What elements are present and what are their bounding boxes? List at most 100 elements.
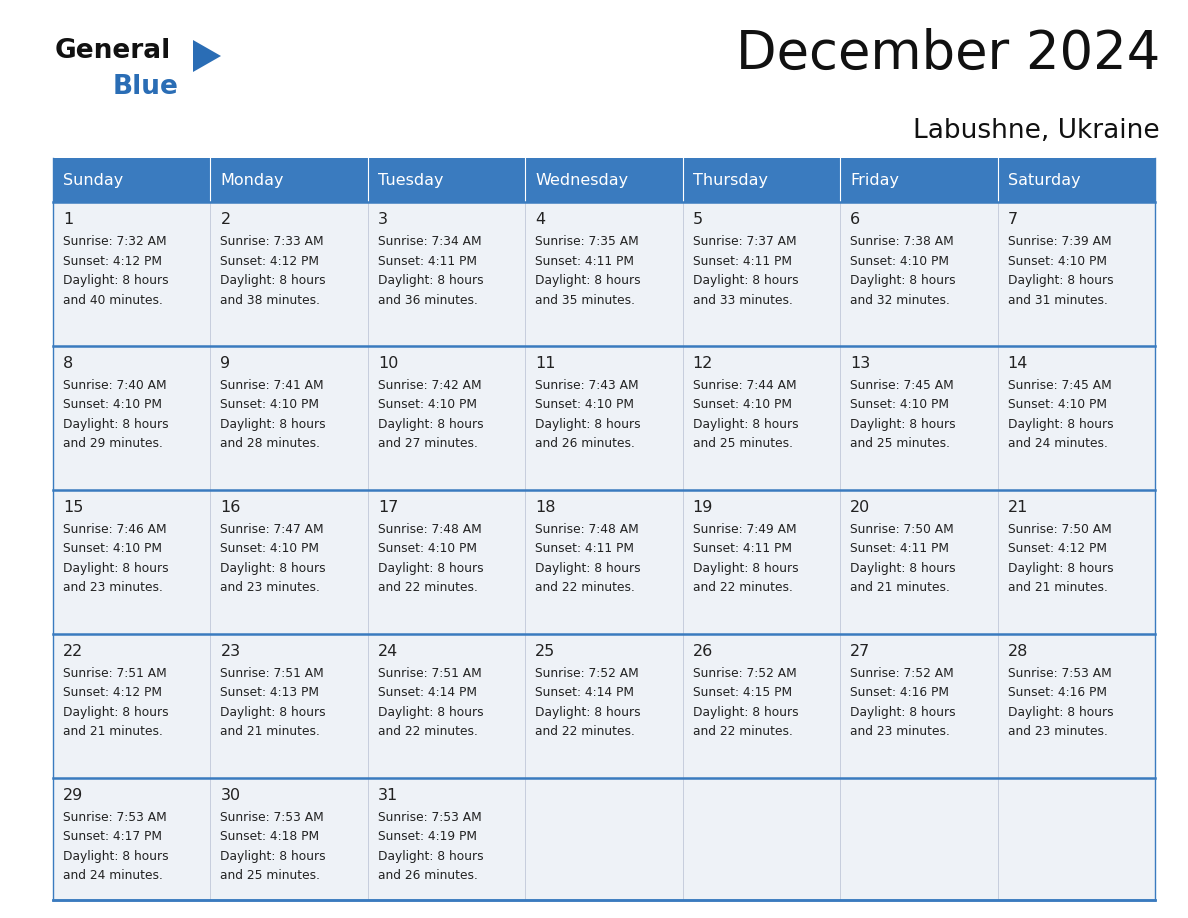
Bar <box>683 490 840 633</box>
Text: 15: 15 <box>63 499 83 515</box>
Bar <box>210 633 368 778</box>
Text: General: General <box>55 38 171 64</box>
Text: and 29 minutes.: and 29 minutes. <box>63 437 163 451</box>
Text: Sunset: 4:10 PM: Sunset: 4:10 PM <box>851 398 949 411</box>
Text: Daylight: 8 hours: Daylight: 8 hours <box>221 274 326 287</box>
Text: 8: 8 <box>63 356 74 371</box>
Bar <box>840 346 998 490</box>
Bar <box>210 778 368 900</box>
Bar <box>210 158 368 202</box>
Text: 17: 17 <box>378 499 398 515</box>
Text: Sunset: 4:11 PM: Sunset: 4:11 PM <box>536 543 634 555</box>
Bar <box>525 346 683 490</box>
Bar <box>368 346 525 490</box>
Text: Daylight: 8 hours: Daylight: 8 hours <box>221 418 326 431</box>
Text: and 24 minutes.: and 24 minutes. <box>63 869 163 882</box>
Bar <box>368 778 525 900</box>
Text: Daylight: 8 hours: Daylight: 8 hours <box>536 274 640 287</box>
Text: Daylight: 8 hours: Daylight: 8 hours <box>221 706 326 719</box>
Text: Daylight: 8 hours: Daylight: 8 hours <box>1007 274 1113 287</box>
Bar <box>998 778 1155 900</box>
Text: Sunrise: 7:49 AM: Sunrise: 7:49 AM <box>693 523 796 536</box>
Text: 9: 9 <box>221 356 230 371</box>
Text: and 31 minutes.: and 31 minutes. <box>1007 294 1107 307</box>
Text: Sunrise: 7:51 AM: Sunrise: 7:51 AM <box>378 666 481 679</box>
Text: Daylight: 8 hours: Daylight: 8 hours <box>378 418 484 431</box>
Text: Daylight: 8 hours: Daylight: 8 hours <box>63 274 169 287</box>
Text: Daylight: 8 hours: Daylight: 8 hours <box>693 274 798 287</box>
Text: 2: 2 <box>221 212 230 227</box>
Bar <box>525 778 683 900</box>
Text: Sunrise: 7:52 AM: Sunrise: 7:52 AM <box>851 666 954 679</box>
Text: 21: 21 <box>1007 499 1028 515</box>
Text: Saturday: Saturday <box>1007 173 1080 187</box>
Bar <box>525 202 683 346</box>
Text: and 22 minutes.: and 22 minutes. <box>693 725 792 738</box>
Text: Daylight: 8 hours: Daylight: 8 hours <box>63 706 169 719</box>
Text: Friday: Friday <box>851 173 899 187</box>
Text: 18: 18 <box>536 499 556 515</box>
Text: Sunset: 4:10 PM: Sunset: 4:10 PM <box>851 254 949 267</box>
Bar <box>53 346 210 490</box>
Text: Sunrise: 7:52 AM: Sunrise: 7:52 AM <box>693 666 796 679</box>
Text: and 22 minutes.: and 22 minutes. <box>536 581 636 594</box>
Text: Sunrise: 7:40 AM: Sunrise: 7:40 AM <box>63 379 166 392</box>
Text: 28: 28 <box>1007 644 1028 659</box>
Text: Daylight: 8 hours: Daylight: 8 hours <box>693 418 798 431</box>
Bar <box>683 346 840 490</box>
Text: and 23 minutes.: and 23 minutes. <box>221 581 321 594</box>
Text: and 22 minutes.: and 22 minutes. <box>536 725 636 738</box>
Text: Daylight: 8 hours: Daylight: 8 hours <box>63 562 169 575</box>
Text: 11: 11 <box>536 356 556 371</box>
Text: Sunset: 4:11 PM: Sunset: 4:11 PM <box>693 543 791 555</box>
Text: Sunrise: 7:34 AM: Sunrise: 7:34 AM <box>378 235 481 248</box>
Text: Sunset: 4:15 PM: Sunset: 4:15 PM <box>693 687 792 700</box>
Text: 29: 29 <box>63 788 83 802</box>
Text: 12: 12 <box>693 356 713 371</box>
Text: Daylight: 8 hours: Daylight: 8 hours <box>851 706 956 719</box>
Text: Sunset: 4:10 PM: Sunset: 4:10 PM <box>221 543 320 555</box>
Text: 13: 13 <box>851 356 871 371</box>
Text: Sunrise: 7:39 AM: Sunrise: 7:39 AM <box>1007 235 1111 248</box>
Bar <box>840 202 998 346</box>
Text: and 23 minutes.: and 23 minutes. <box>851 725 950 738</box>
Text: Sunrise: 7:48 AM: Sunrise: 7:48 AM <box>378 523 481 536</box>
Text: Sunset: 4:16 PM: Sunset: 4:16 PM <box>1007 687 1106 700</box>
Text: Wednesday: Wednesday <box>536 173 628 187</box>
Text: 31: 31 <box>378 788 398 802</box>
Bar <box>525 490 683 633</box>
Text: Sunrise: 7:45 AM: Sunrise: 7:45 AM <box>851 379 954 392</box>
Text: Daylight: 8 hours: Daylight: 8 hours <box>378 274 484 287</box>
Bar <box>53 490 210 633</box>
Text: Sunset: 4:10 PM: Sunset: 4:10 PM <box>378 543 476 555</box>
Text: Daylight: 8 hours: Daylight: 8 hours <box>1007 418 1113 431</box>
Text: Daylight: 8 hours: Daylight: 8 hours <box>63 418 169 431</box>
Text: Sunrise: 7:46 AM: Sunrise: 7:46 AM <box>63 523 166 536</box>
Bar <box>525 633 683 778</box>
Text: Sunset: 4:11 PM: Sunset: 4:11 PM <box>693 254 791 267</box>
Text: and 22 minutes.: and 22 minutes. <box>378 581 478 594</box>
Text: and 26 minutes.: and 26 minutes. <box>378 869 478 882</box>
Text: Sunset: 4:11 PM: Sunset: 4:11 PM <box>851 543 949 555</box>
Text: Daylight: 8 hours: Daylight: 8 hours <box>693 562 798 575</box>
Bar <box>210 490 368 633</box>
Text: Sunset: 4:10 PM: Sunset: 4:10 PM <box>1007 398 1106 411</box>
Text: Sunrise: 7:52 AM: Sunrise: 7:52 AM <box>536 666 639 679</box>
Text: and 33 minutes.: and 33 minutes. <box>693 294 792 307</box>
Text: and 32 minutes.: and 32 minutes. <box>851 294 950 307</box>
Text: Sunset: 4:14 PM: Sunset: 4:14 PM <box>378 687 476 700</box>
Bar <box>210 346 368 490</box>
Text: and 23 minutes.: and 23 minutes. <box>63 581 163 594</box>
Text: and 21 minutes.: and 21 minutes. <box>63 725 163 738</box>
Bar <box>53 202 210 346</box>
Text: 1: 1 <box>63 212 74 227</box>
Bar <box>683 158 840 202</box>
Text: Sunrise: 7:48 AM: Sunrise: 7:48 AM <box>536 523 639 536</box>
Text: Sunset: 4:10 PM: Sunset: 4:10 PM <box>378 398 476 411</box>
Bar <box>840 158 998 202</box>
Text: 5: 5 <box>693 212 703 227</box>
Bar <box>525 158 683 202</box>
Text: Daylight: 8 hours: Daylight: 8 hours <box>1007 706 1113 719</box>
Text: Sunset: 4:10 PM: Sunset: 4:10 PM <box>536 398 634 411</box>
Text: and 25 minutes.: and 25 minutes. <box>851 437 950 451</box>
